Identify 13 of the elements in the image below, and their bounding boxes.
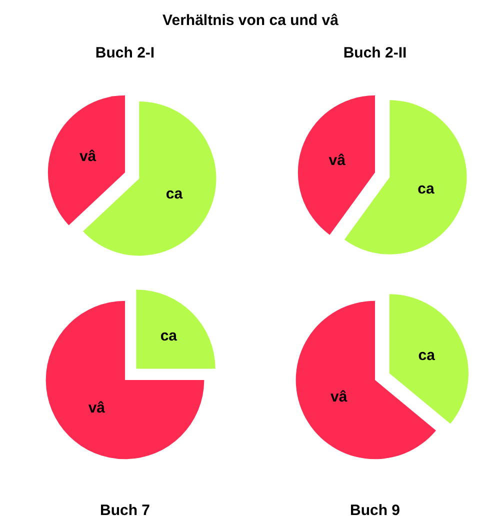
slice-label: vâ [79, 148, 97, 166]
text: Verhältnis von ca und vâ [162, 10, 340, 30]
slice-label: vâ [328, 152, 346, 169]
slice-label: ca [418, 347, 436, 364]
slice-label: ca [166, 185, 184, 202]
slice-label: vâ [88, 399, 106, 416]
text: Buch 7 [100, 502, 150, 520]
chart-title: Buch 2-II [343, 44, 407, 62]
slice-label: ca [160, 328, 178, 345]
slice-label: vâ [330, 388, 348, 406]
slice-label: ca [418, 180, 435, 198]
text: Buch 9 [350, 502, 400, 520]
chart-title: Buch 2-I [95, 44, 155, 62]
